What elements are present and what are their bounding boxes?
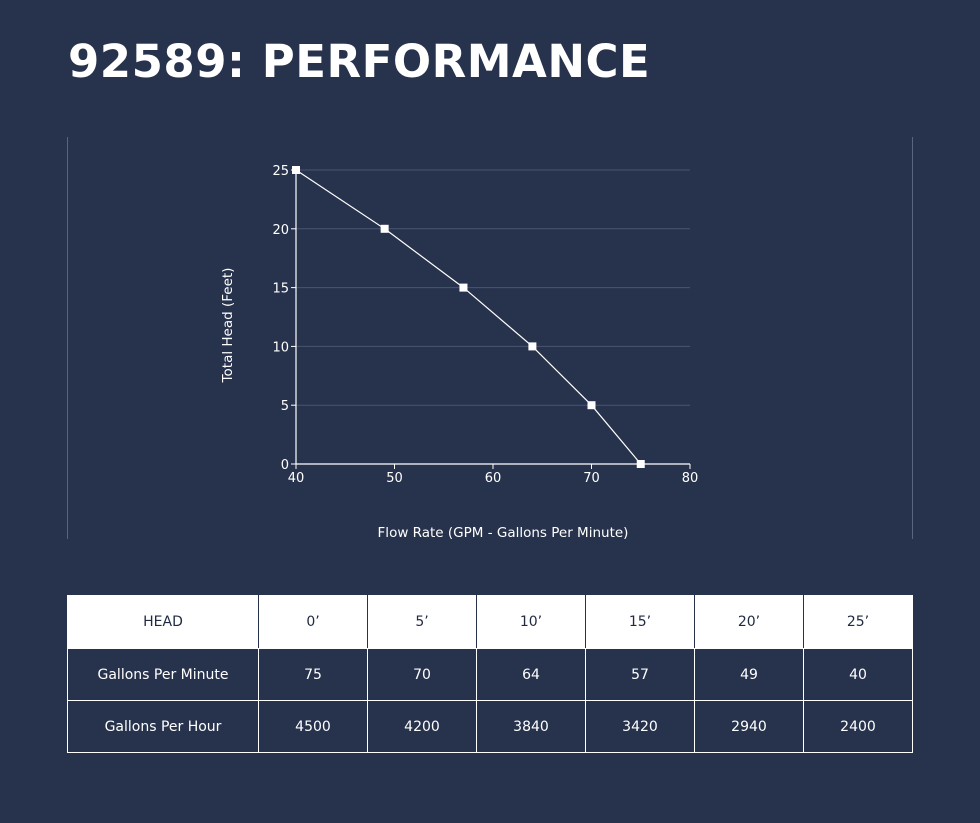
chart-axes	[291, 168, 691, 469]
x-tick-label: 40	[288, 471, 305, 486]
table-cell: 2940	[694, 700, 804, 753]
y-tick-label: 10	[272, 340, 289, 355]
data-point-marker	[292, 166, 300, 174]
header-cell: HEAD	[67, 595, 259, 649]
x-tick-label: 50	[386, 471, 403, 486]
row-label: Gallons Per Minute	[67, 648, 259, 701]
y-axis-label: Total Head (Feet)	[220, 268, 236, 384]
left-divider-line	[67, 137, 68, 539]
table-cell: 75	[258, 648, 368, 701]
table-cell: 3420	[585, 700, 695, 753]
table-cell: 3840	[476, 700, 586, 753]
performance-chart: 0 5 10 15 20 25 40 50 60 70 80 Flow Rate (GPM - Ga…	[220, 164, 698, 541]
y-tick-label: 25	[272, 164, 289, 179]
x-axis-label: Flow Rate (GPM - Gallons Per Minute)	[378, 525, 629, 541]
data-point-marker	[587, 401, 596, 410]
table-cell: 70	[367, 648, 477, 701]
table-cell: 64	[476, 648, 586, 701]
y-tick-label: 0	[281, 458, 289, 473]
chart-series	[292, 166, 645, 468]
table-cell: 2400	[803, 700, 913, 753]
data-point-marker	[459, 283, 468, 292]
row-label: Gallons Per Hour	[67, 700, 259, 753]
header-cell: 10’	[476, 595, 586, 649]
x-tick-label: 80	[682, 471, 699, 486]
y-tick-label: 20	[272, 223, 289, 238]
page-title: 92589: PERFORMANCE	[68, 35, 651, 88]
table-cell: 49	[694, 648, 804, 701]
table-cell: 40	[803, 648, 913, 701]
header-cell: 25’	[803, 595, 913, 649]
table-header-row: HEAD 0’ 5’ 10’ 15’ 20’ 25’	[67, 595, 913, 649]
x-tick-label: 70	[583, 471, 600, 486]
y-tick-label: 5	[281, 399, 289, 414]
y-tick-label: 15	[272, 282, 289, 297]
table-row: Gallons Per Minute 75 70 64 57 49 40	[67, 648, 913, 701]
header-cell: 5’	[367, 595, 477, 649]
table-cell: 4200	[367, 700, 477, 753]
data-point-marker	[636, 460, 645, 468]
chart-tick-labels: 0 5 10 15 20 25 40 50 60 70 80	[272, 164, 698, 486]
table-cell: 4500	[258, 700, 368, 753]
header-cell: 0’	[258, 595, 368, 649]
table-row: Gallons Per Hour 4500 4200 3840 3420 294…	[67, 700, 913, 753]
chart-gridlines	[296, 169, 690, 406]
series-line	[295, 169, 642, 465]
header-cell: 20’	[694, 595, 804, 649]
table-cell: 57	[585, 648, 695, 701]
x-tick-label: 60	[485, 471, 502, 486]
header-cell: 15’	[585, 595, 695, 649]
performance-table: HEAD 0’ 5’ 10’ 15’ 20’ 25’ Gallons Per M…	[67, 595, 913, 753]
data-point-marker	[528, 342, 537, 351]
data-point-marker	[380, 224, 389, 233]
right-divider-line	[912, 137, 913, 539]
